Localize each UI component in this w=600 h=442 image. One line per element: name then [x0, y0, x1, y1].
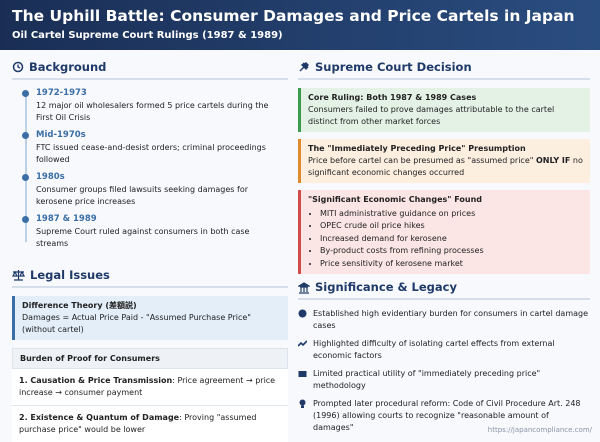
heading-text: Supreme Court Decision [315, 60, 472, 74]
list-item: Price sensitivity of kerosene market [320, 258, 583, 271]
heading: Supreme Court Decision [298, 60, 590, 74]
significance-section: Significance & Legacy Established high e… [298, 280, 590, 440]
text: : Price agreement → price increase → con… [19, 375, 276, 397]
legacy-item: Established high evidentiary burden for … [298, 308, 590, 332]
box-title: The "Immediately Preceding Price" Presum… [308, 143, 526, 153]
subtitle: Oil Cartel Supreme Court Rulings (1987 &… [12, 30, 283, 41]
heading: Legal Issues [12, 268, 288, 282]
date: 1972-1973 [36, 88, 87, 98]
burden-item: 1. Causation & Price Transmission: Price… [12, 368, 288, 406]
heading: Significance & Legacy [298, 280, 590, 294]
legacy-item: Prompted later procedural reform: Code o… [298, 398, 590, 434]
date: Mid-1970s [36, 130, 86, 140]
text: Highlighted difficulty of isolating cart… [313, 338, 555, 360]
core-ruling: Core Ruling: Both 1987 & 1989 Cases Consu… [298, 87, 590, 132]
text: Supreme Court ruled against consumers in… [36, 227, 250, 248]
box-text: Consumers failed to prove damages attrib… [308, 104, 555, 126]
box-text: Damages = Actual Price Paid - "Assumed P… [22, 312, 251, 334]
timeline-item: 1980s Consumer groups filed lawsuits seek… [22, 172, 280, 208]
text: Limited practical utility of "immediatel… [313, 368, 541, 390]
text: FTC issued cease-and-desist orders; crim… [36, 143, 266, 164]
list-item: By-product costs from refining processes [320, 245, 583, 258]
heading-text: Legal Issues [30, 268, 110, 282]
presumption: The "Immediately Preceding Price" Presum… [298, 138, 590, 183]
background-section: Background [12, 60, 288, 80]
heading-text: Background [29, 60, 107, 74]
legal-section: Legal Issues Difference Theory (差額説) Dama… [12, 268, 288, 442]
difference-theory: Difference Theory (差額説) Damages = Actual … [12, 295, 288, 340]
heading: Background [12, 60, 288, 74]
box-title: Difference Theory (差額説) [22, 300, 137, 310]
header: The Uphill Battle: Consumer Damages and … [0, 0, 600, 50]
lead: 1. Causation & Price Transmission [19, 375, 173, 385]
text: 12 major oil wholesalers formed 5 price … [36, 101, 269, 122]
date: 1987 & 1989 [36, 214, 97, 224]
text: Price before cartel can be presumed as "… [308, 155, 536, 165]
text: Prompted later procedural reform: Code o… [313, 398, 581, 432]
timeline-item: 1987 & 1989 Supreme Court ruled against c… [22, 214, 280, 250]
legacy-item: Highlighted difficulty of isolating cart… [298, 338, 590, 362]
economic-changes: "Significant Economic Changes" Found MIT… [298, 189, 590, 274]
emphasis: ONLY IF [535, 155, 571, 165]
text: Consumer groups filed lawsuits seeking d… [36, 185, 249, 206]
timeline-line [25, 92, 27, 242]
text: no significant economic changes occurred [308, 155, 583, 177]
decision-section: Supreme Court Decision Core Ruling: Both… [298, 60, 590, 274]
divider [12, 78, 288, 80]
timeline: 1972-1973 12 major oil wholesalers formed… [22, 88, 280, 256]
divider [12, 286, 288, 288]
text: Established high evidentiary burden for … [313, 308, 589, 330]
heading-text: Significance & Legacy [315, 280, 457, 294]
box-title: "Significant Economic Changes" Found [308, 194, 482, 204]
list-item: MITI administrative guidance on prices [320, 208, 583, 221]
text: : Proving "assumed purchase price" would… [19, 412, 257, 434]
divider [298, 78, 590, 80]
box-title: Core Ruling: Both 1987 & 1989 Cases [308, 92, 477, 102]
timeline-item: 1972-1973 12 major oil wholesalers formed… [22, 88, 280, 124]
divider [298, 298, 590, 300]
timeline-item: Mid-1970s FTC issued cease-and-desist ord… [22, 130, 280, 166]
lead: 2. Existence & Quantum of Damage [19, 412, 180, 422]
list-item: OPEC crude oil price hikes [320, 220, 583, 233]
list-item: Increased demand for kerosene [320, 233, 583, 246]
footer-url: https://japancompliance.com/ [487, 426, 592, 434]
burden-title: Burden of Proof for Consumers [12, 347, 288, 369]
burden-item: 2. Existence & Quantum of Damage: Provin… [12, 405, 288, 442]
date: 1980s [36, 172, 65, 182]
title: The Uphill Battle: Consumer Damages and … [12, 7, 575, 25]
legacy-item: Limited practical utility of "immediatel… [298, 368, 590, 392]
